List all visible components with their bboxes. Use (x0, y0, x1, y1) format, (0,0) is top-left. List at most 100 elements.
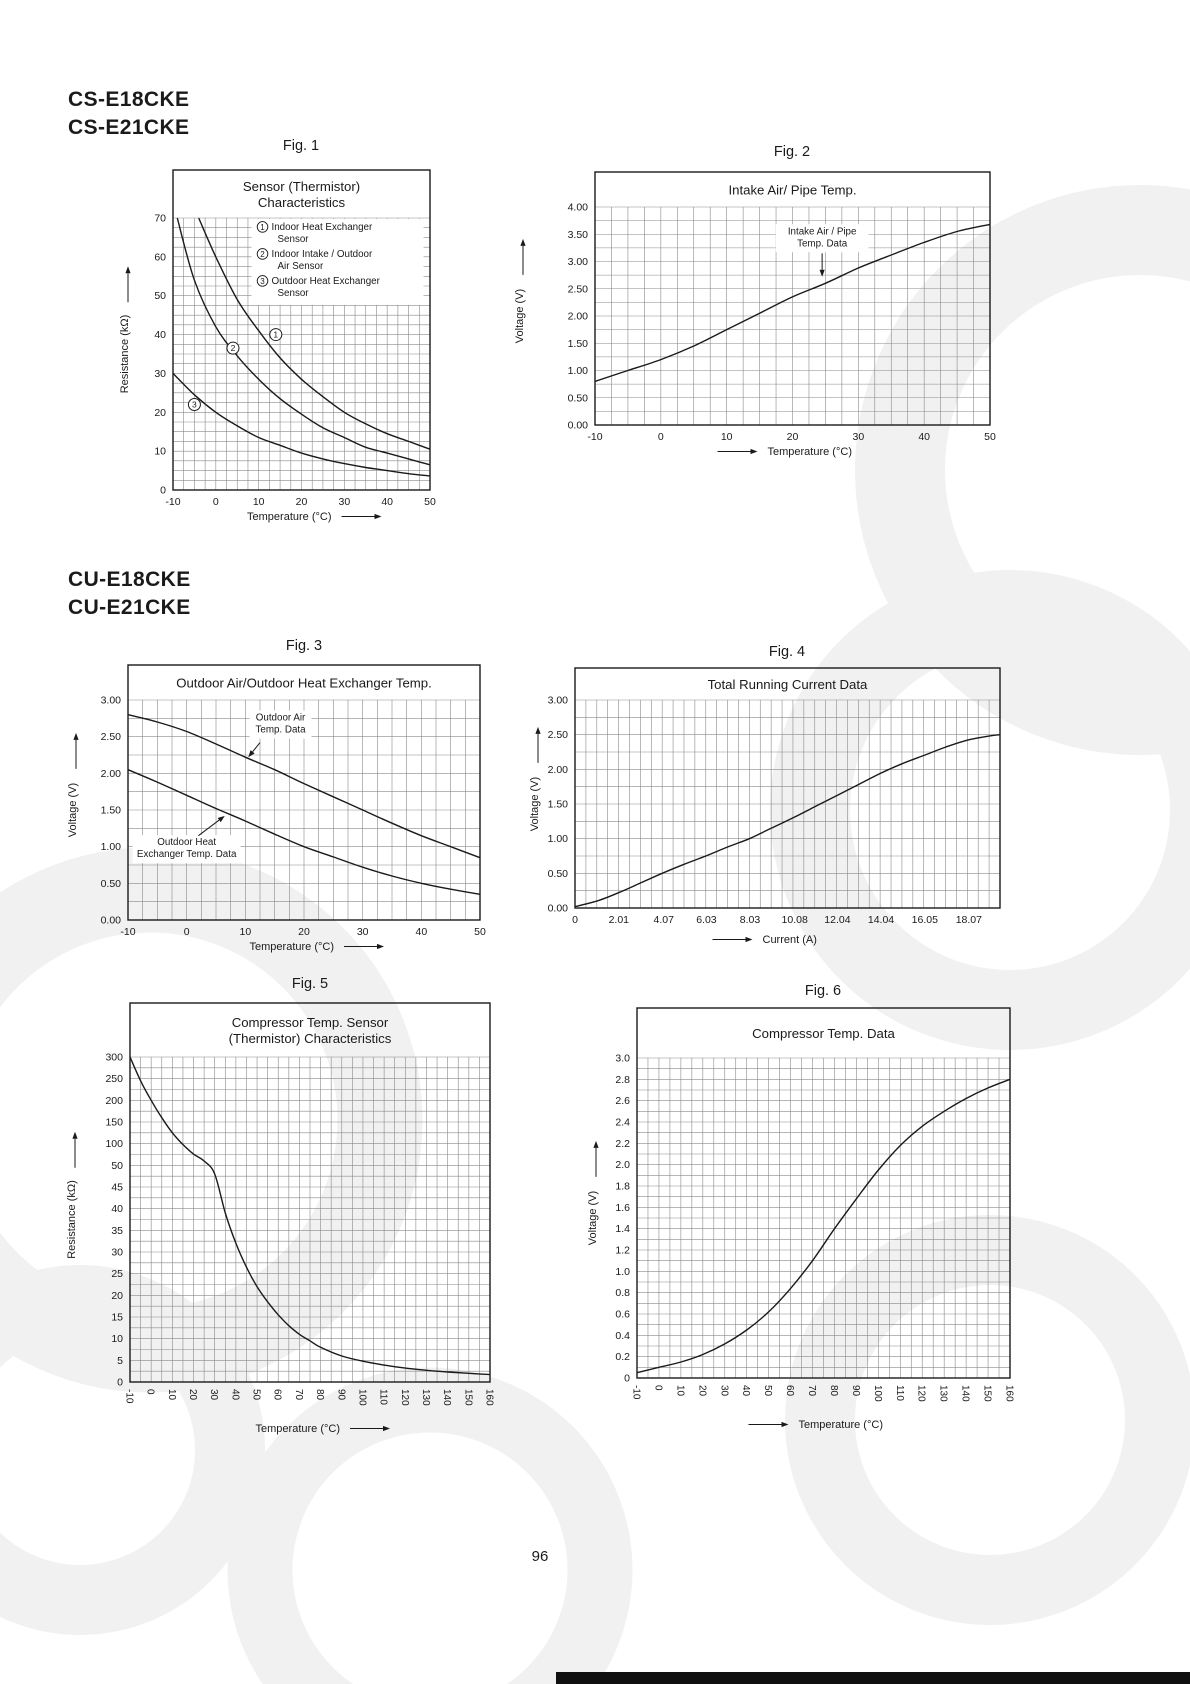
y-tick-label: 3.00 (568, 256, 589, 268)
x-tick-label: 40 (381, 496, 393, 508)
fig2-intake-air-pipe-temp-chart: Intake Air/ Pipe Temp. 0.00 0.50 1.00 1.50 2.… (514, 171, 996, 458)
fig6-label: Fig. 6 (804, 983, 842, 999)
y-tick-label: 30 (154, 368, 166, 380)
curve-annotation: Temp. Data (255, 725, 306, 736)
chart-title: Total Running Current Data (708, 677, 868, 692)
chart-title: Sensor (Thermistor) (243, 179, 360, 194)
y-tick-label: 0.50 (568, 392, 589, 404)
y-tick-label: 0.4 (615, 1330, 630, 1342)
y-axis-label: Resistance (kΩ) (66, 1180, 78, 1259)
legend-item-number: 3 (260, 277, 265, 286)
y-tick-label: 2.00 (548, 764, 569, 776)
y-tick-label: 1.00 (568, 365, 589, 377)
x-tick-label: 0 (652, 1385, 663, 1391)
curve-annotation: Outdoor Heat (157, 837, 216, 848)
x-tick-label: 50 (984, 431, 996, 443)
y-tick-label: 300 (105, 1052, 123, 1064)
series-intake-air-pipe-temp-data (594, 223, 991, 383)
x-tick-label: 0 (145, 1389, 156, 1395)
x-axis-label: Temperature (°C) (247, 511, 331, 523)
x-axis-label: Current (A) (763, 934, 817, 946)
y-tick-label: 2.50 (548, 729, 569, 741)
y-tick-label: 0.50 (101, 878, 122, 890)
legend-item-label: Air Sensor (278, 261, 324, 272)
x-axis-label: Temperature (°C) (799, 1419, 883, 1431)
y-tick-label: 30 (111, 1247, 123, 1259)
legend-item-label: Outdoor Heat Exchanger (272, 276, 381, 287)
series-compressor-temp-thermistor (129, 1056, 491, 1376)
x-tick-label: 30 (357, 926, 369, 938)
y-tick-label: 0.2 (615, 1351, 630, 1363)
x-tick-label: 110 (894, 1385, 905, 1401)
x-tick-label: 50 (251, 1389, 262, 1401)
legend-item-label: Sensor (278, 288, 310, 299)
series-indoor-intake-outdoor-air-sensor (176, 217, 431, 466)
x-tick-label: 160 (484, 1389, 495, 1406)
y-tick-label: 1.50 (568, 338, 589, 350)
y-tick-label: 2.4 (615, 1117, 630, 1129)
y-tick-label: 25 (111, 1268, 123, 1280)
legend-item-label: Indoor Intake / Outdoor (272, 249, 373, 260)
x-tick-label: 20 (298, 926, 310, 938)
curve-annotation: Intake Air / Pipe (788, 226, 857, 237)
series-outdoor-air-temp-data (127, 714, 481, 859)
fig4-total-running-current-chart: Total Running Current Data 0.00 0.50 1.00 1.… (529, 667, 1001, 946)
x-tick-label: 10 (239, 926, 251, 938)
x-tick-label: 60 (272, 1389, 283, 1401)
series-indoor-heat-exchanger-sensor (198, 217, 431, 450)
y-tick-label: 1.6 (615, 1202, 630, 1214)
y-tick-label: 3.50 (568, 229, 589, 241)
x-tick-label: 10 (253, 496, 265, 508)
y-tick-label: 1.00 (101, 841, 122, 853)
y-tick-label: 250 (105, 1073, 123, 1085)
model-number: CU-E18CKE (68, 568, 191, 591)
fig5-label: Fig. 5 (291, 976, 329, 992)
chart-title: Compressor Temp. Data (752, 1026, 895, 1041)
x-tick-label: 10 (166, 1389, 177, 1401)
y-tick-label: 100 (105, 1138, 123, 1150)
y-tick-label: 1.4 (615, 1223, 630, 1235)
fig1-label: Fig. 1 (282, 138, 320, 154)
fig4-label: Fig. 4 (768, 644, 806, 660)
y-tick-label: 15 (111, 1312, 123, 1324)
x-tick-label: 80 (314, 1389, 325, 1401)
y-axis-label: Voltage (V) (529, 777, 541, 831)
y-tick-label: 0.00 (101, 915, 122, 927)
x-tick-label: 70 (293, 1389, 304, 1401)
x-tick-label: 130 (938, 1385, 949, 1402)
y-tick-label: 2.50 (101, 731, 122, 743)
y-axis-label: Resistance (kΩ) (119, 315, 131, 394)
curve-number-marker: 2 (231, 343, 236, 353)
y-tick-label: 45 (111, 1182, 123, 1194)
x-tick-label: 30 (208, 1389, 219, 1401)
fig3-outdoor-air-heat-exchanger-chart: Outdoor Air/Outdoor Heat Exchanger Temp.… (67, 664, 486, 953)
x-tick-label: 30 (718, 1385, 729, 1397)
y-tick-label: 0 (160, 485, 166, 497)
scan-edge-artifact (556, 1672, 1190, 1684)
x-axis-label: Temperature (°C) (768, 446, 852, 458)
x-tick-label: 100 (872, 1385, 883, 1402)
x-tick-label: 50 (424, 496, 436, 508)
x-tick-label: 40 (740, 1385, 751, 1397)
y-tick-label: 1.0 (615, 1266, 630, 1278)
x-tick-label: 0 (213, 496, 219, 508)
x-tick-label: 80 (828, 1385, 839, 1397)
model-number: CS-E21CKE (68, 116, 190, 139)
y-tick-label: 3.00 (101, 695, 122, 707)
x-tick-label: 90 (335, 1389, 346, 1401)
x-tick-label: 50 (474, 926, 486, 938)
series-outdoor-heat-exchanger-temp-data (127, 769, 481, 895)
y-tick-label: 2.0 (615, 1159, 630, 1171)
y-tick-label: 1.00 (548, 833, 569, 845)
x-tick-label: 16.05 (912, 914, 938, 926)
x-tick-label: 10 (721, 431, 733, 443)
series-outdoor-heat-exchanger-sensor (172, 372, 431, 477)
y-tick-label: 0.00 (548, 903, 569, 915)
y-tick-label: 60 (154, 251, 166, 263)
chart-title: (Thermistor) Characteristics (229, 1031, 392, 1046)
y-tick-label: 0.50 (548, 868, 569, 880)
fig3-label: Fig. 3 (285, 638, 323, 654)
legend-item-label: Sensor (278, 234, 310, 245)
x-tick-label: 40 (415, 926, 427, 938)
x-tick-label: 0 (658, 431, 664, 443)
